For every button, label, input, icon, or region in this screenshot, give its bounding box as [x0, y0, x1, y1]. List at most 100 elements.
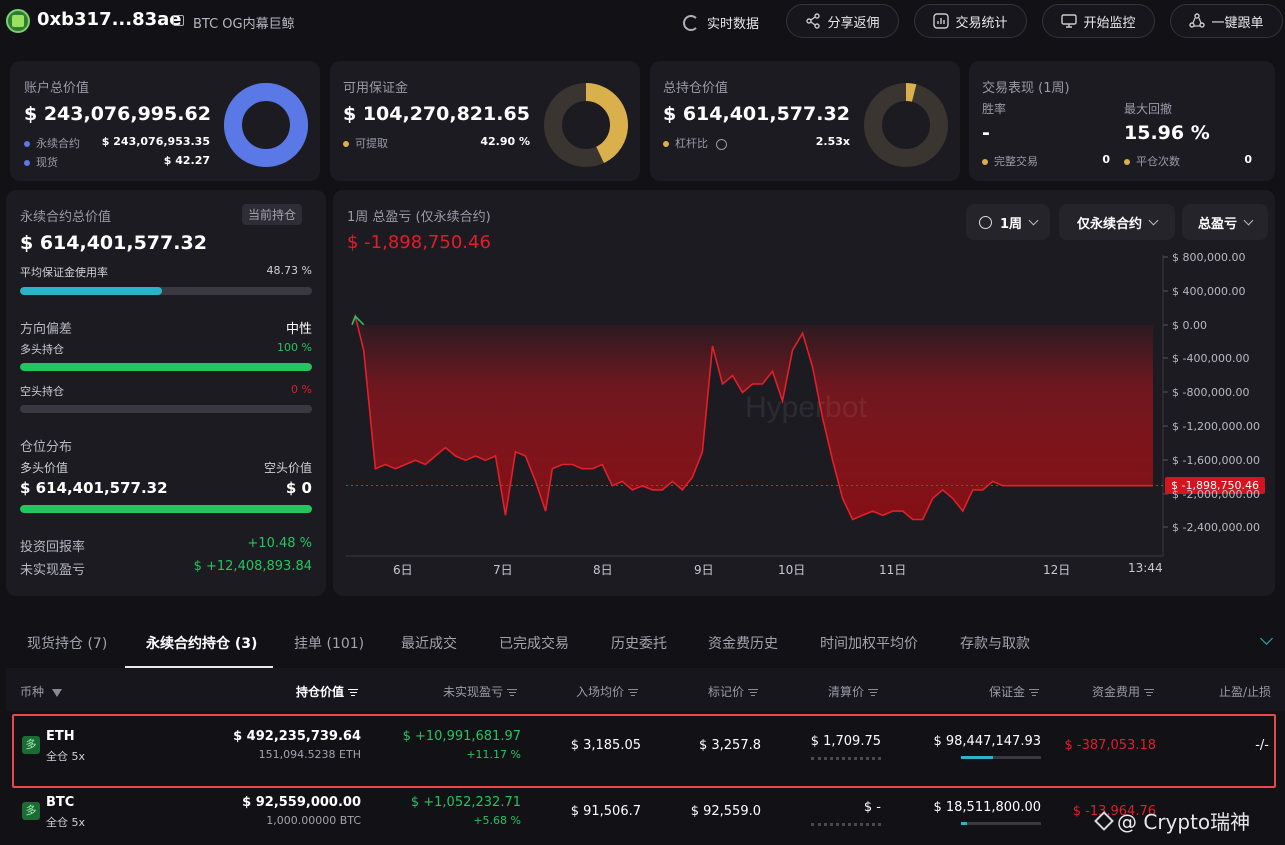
filter-icon[interactable]: [51, 688, 62, 697]
entry-price: $ 91,506.7: [570, 804, 641, 819]
margin-usage-bar: [20, 287, 312, 295]
short-label: 空头持仓: [20, 385, 64, 398]
wallet-address[interactable]: 0xb317...83ae: [37, 9, 182, 30]
period-dropdown[interactable]: 1周: [966, 204, 1050, 240]
direction-bias-label: 方向偏差: [20, 322, 73, 337]
col-coin[interactable]: 币种: [20, 683, 62, 700]
tab-recent-fills[interactable]: 最近成交: [401, 636, 457, 652]
margin-value: $ 98,447,147.93: [933, 734, 1041, 749]
long-value: $ 614,401,577.32: [20, 479, 168, 497]
binance-logo-icon: [1094, 810, 1114, 831]
current-value-badge: $ -1,898,750.46: [1165, 476, 1265, 494]
account-value: $ 243,076,995.62: [24, 103, 211, 125]
start-monitor-button[interactable]: 开始监控: [1042, 4, 1155, 38]
copy-trade-button[interactable]: 一键跟单: [1170, 4, 1283, 38]
account-donut: [224, 83, 308, 167]
position-value-card: 总持仓价值 $ 614,401,577.32 杠杆比 2.53x: [650, 61, 960, 181]
tab-funding-history[interactable]: 资金费历史: [708, 636, 778, 652]
y-tick: $ -2,400,000.00: [1172, 521, 1260, 534]
margin-value: $ 18,511,800.00: [933, 800, 1041, 815]
bottom-watermark: @ Crypto瑞神: [1094, 806, 1250, 835]
col-mark-price[interactable]: 标记价: [708, 683, 758, 700]
y-tick: $ -1,200,000.00: [1172, 420, 1260, 433]
drawdown-label: 最大回撤: [1124, 102, 1173, 116]
copy-icon[interactable]: [173, 15, 184, 26]
long-badge: 多: [22, 802, 40, 820]
margin-bar: [961, 756, 1041, 759]
col-unrealized-pnl[interactable]: 未实现盈亏: [443, 683, 517, 700]
coin-symbol[interactable]: ETH: [46, 729, 75, 744]
trade-stats-label: 交易统计: [955, 15, 1008, 31]
tab-spot-holdings[interactable]: 现货持仓 (7): [27, 636, 108, 652]
share-rebate-button[interactable]: 分享返佣: [786, 4, 899, 38]
col-position-value[interactable]: 持仓价值: [296, 683, 358, 700]
distribution-bar: [20, 505, 312, 513]
tab-twap[interactable]: 时间加权平均价: [820, 636, 918, 652]
table-header-bg: [6, 668, 1285, 711]
chart-title: 1周 总盈亏 (仅永续合约): [347, 210, 491, 225]
perp-row: 永续合约 $ 243,076,953.35: [24, 135, 210, 151]
help-icon[interactable]: [715, 138, 727, 150]
chevron-down-icon[interactable]: [1260, 632, 1273, 645]
spot-row: 现货 $ 42.27: [24, 154, 210, 170]
margin-mode: 全仓 5x: [46, 750, 86, 763]
avatar[interactable]: [6, 9, 30, 33]
upnl-value: $ +12,408,893.84: [193, 559, 312, 574]
table-row[interactable]: [12, 714, 1276, 788]
col-liq-price[interactable]: 清算价: [828, 683, 878, 700]
sort-icon: [868, 687, 878, 698]
sort-icon: [1144, 687, 1154, 698]
position-value: $ 614,401,577.32: [663, 103, 850, 125]
win-rate-label: 胜率: [982, 102, 1007, 116]
drawdown-value: 15.96 %: [1124, 122, 1210, 144]
tab-deposits-withdrawals[interactable]: 存款与取款: [960, 636, 1030, 652]
start-monitor-label: 开始监控: [1083, 15, 1136, 31]
pnl-type-dropdown[interactable]: 总盈亏: [1182, 204, 1268, 240]
y-tick: $ 0.00: [1172, 319, 1207, 332]
x-tick: 10日: [778, 563, 806, 577]
y-tick: $ -800,000.00: [1172, 386, 1250, 399]
monitor-icon: [1061, 14, 1078, 28]
contract-type-dropdown[interactable]: 仅永续合约: [1059, 204, 1175, 240]
realtime-data-button[interactable]: 实时数据: [683, 13, 759, 32]
panel-title: 永续合约总价值: [20, 210, 112, 225]
col-funding[interactable]: 资金费用: [1092, 683, 1154, 700]
clock-icon: [978, 215, 992, 229]
tab-perp-positions[interactable]: 永续合约持仓 (3): [146, 636, 258, 652]
x-tick: 12日: [1043, 563, 1071, 577]
tab-order-history[interactable]: 历史委托: [611, 636, 667, 652]
perp-summary-panel: 永续合约总价值 当前持仓 $ 614,401,577.32 平均保证金使用率 4…: [6, 190, 326, 596]
follow-icon: [1189, 13, 1206, 28]
short-value: $ 0: [285, 479, 312, 497]
y-tick: $ -400,000.00: [1172, 352, 1250, 365]
margin-usage-label: 平均保证金使用率: [20, 266, 108, 279]
card-label: 交易表现 (1周): [982, 81, 1070, 96]
available-margin-card: 可用保证金 $ 104,270,821.65 可提取 42.90 %: [330, 61, 640, 181]
sort-icon: [348, 687, 358, 698]
tab-open-orders[interactable]: 挂单 (101): [294, 636, 365, 652]
sort-icon: [1029, 687, 1039, 698]
performance-card: 交易表现 (1周) 胜率 - 最大回撤 15.96 % 完整交易 0 平仓次数 …: [969, 61, 1275, 181]
leverage-row: 杠杆比 2.53x: [663, 135, 850, 151]
realtime-data-label: 实时数据: [707, 17, 760, 32]
funding-fee: $ -387,053.18: [1064, 738, 1156, 753]
tab-completed-trades[interactable]: 已完成交易: [499, 636, 569, 652]
y-tick: $ -1,600,000.00: [1172, 454, 1260, 467]
y-tick: $ -2,000,000.00: [1172, 488, 1260, 501]
share-icon: [806, 13, 821, 29]
col-margin[interactable]: 保证金: [989, 683, 1039, 700]
card-label: 账户总价值: [24, 81, 90, 96]
tpsl-value[interactable]: -/-: [1255, 738, 1269, 753]
direction-bias-value: 中性: [285, 322, 312, 337]
mark-price: $ 92,559.0: [690, 804, 761, 819]
chart-pnl-value: $ -1,898,750.46: [347, 232, 491, 253]
card-label: 总持仓价值: [663, 81, 729, 96]
pnl-line-positive: [351, 314, 365, 326]
col-entry-price[interactable]: 入场均价: [576, 683, 638, 700]
entry-price: $ 3,185.05: [570, 738, 641, 753]
sort-icon: [507, 687, 517, 698]
trade-stats-button[interactable]: 交易统计: [914, 4, 1027, 38]
coin-symbol[interactable]: BTC: [46, 795, 75, 810]
x-tick: 13:44: [1128, 561, 1163, 575]
withdrawable-row: 可提取 42.90 %: [343, 135, 530, 151]
